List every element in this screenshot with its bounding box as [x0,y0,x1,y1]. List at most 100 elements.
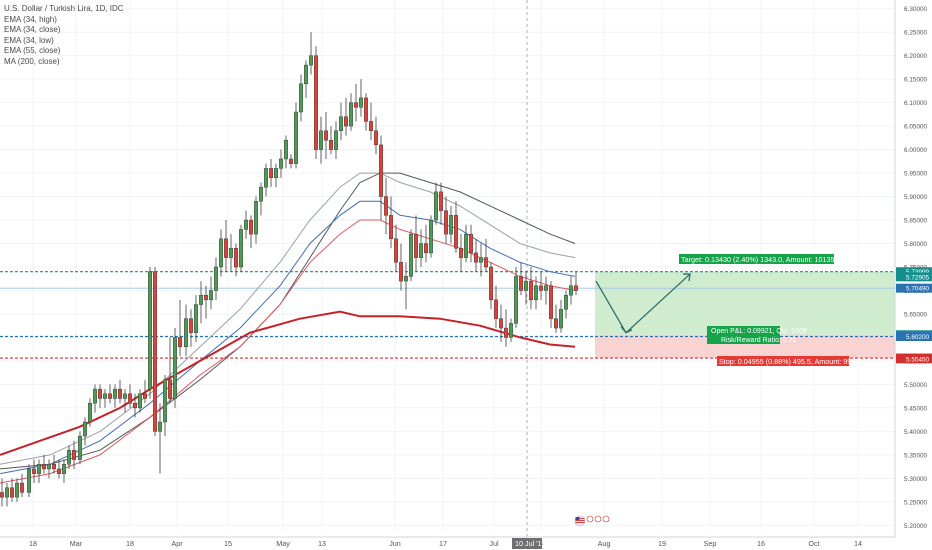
indicator-ema34-low[interactable]: EMA (34, low) [4,35,54,45]
candle-body-down [117,388,122,399]
candle [374,116,379,155]
price-label-bg [896,354,932,364]
candle [107,384,112,404]
ema34-high-line [0,172,576,465]
candle-body-up [309,55,314,66]
price-tick-label: 6.10000 [904,100,928,107]
price-tick-label: 5.80000 [904,241,928,248]
time-tick-label: 14 [854,539,862,548]
candle [354,83,359,122]
candle-body-up [162,379,167,423]
candle [172,328,177,408]
candle-body-down [549,285,554,319]
candle-body-down [233,248,238,268]
candle [404,262,409,310]
candle-body-down [484,257,489,268]
candle-body-down [494,299,499,319]
ema34-low-line [0,219,576,484]
candle [569,276,574,305]
candle [489,262,494,310]
candle [474,238,479,272]
candle-body-up [27,468,32,493]
candle-body-down [329,139,334,150]
candle-body-up [87,402,92,423]
candle [228,234,233,272]
candle [177,299,182,357]
indicator-ema34-close[interactable]: EMA (34, close) [4,25,61,34]
price-label: 5.55450 [906,356,930,363]
indicator-ema34-high[interactable]: EMA (34, high) [4,14,57,24]
candle [494,285,499,329]
candle [253,196,258,244]
candle-body-up [37,464,42,474]
candle [132,393,137,418]
candle [57,459,62,479]
price-tick-label: 5.65000 [904,311,928,318]
candle [294,102,299,169]
candle-body-up [514,276,519,324]
arrow-head-down [620,326,633,334]
candle [42,454,47,474]
candle-body-up [47,464,52,470]
candle-body-down [152,271,157,432]
candle-body-up [479,257,484,263]
candle-body-up [419,243,424,258]
candle-body-down [529,280,534,301]
time-tick-label: Oct [808,539,819,548]
candle [188,309,193,347]
candle [509,318,514,343]
candle [424,224,429,263]
candle-body-up [198,294,203,305]
candle-body-down [499,318,504,329]
candle [459,234,464,272]
candle [259,182,264,216]
stop-label-bg [717,356,849,366]
time-tick-label: Aug [598,539,611,548]
candle [329,126,334,155]
candle [97,384,102,408]
candle-body-up [253,201,258,235]
time-tick-label: Jun [389,539,401,548]
time-tick-label: 18 [126,539,134,548]
candle [142,379,147,404]
candle-body-down [399,262,404,282]
open-pl-label: Open P&L: 0.09921, Qty: 1009 [711,328,807,335]
candle [419,229,424,267]
risk-reward-label: Risk/Reward Ratio: 2.71 [721,337,797,344]
candle-body-down [389,215,394,240]
time-tick-label: Mar [70,539,83,548]
candle-body-up [228,248,233,258]
candle [71,440,76,469]
price-label-bg [896,283,932,293]
candle-body-down [459,248,464,258]
candle-body-down [384,196,389,216]
candle-body-down [203,294,208,301]
candle [47,459,52,479]
position-zones [595,271,932,359]
arrow-head-up [683,273,691,282]
candle [52,454,57,474]
stop-zone [595,334,932,359]
candle [449,205,454,244]
candle [92,384,97,413]
indicator-ema55-close[interactable]: EMA (55, close) [4,46,61,55]
indicator-ma200-close[interactable]: MA (200, close) [4,56,60,66]
candle [439,182,444,225]
candle [162,375,167,437]
candle [484,238,489,272]
candle [14,478,19,502]
candle-body-up [284,139,289,160]
candle-body-up [559,309,564,329]
candle-body-down [57,468,62,474]
candle [87,398,92,427]
candle-body-down [469,233,474,254]
candle-body-down [444,210,449,235]
time-tick-label: Jul [489,539,499,548]
candle-body-up [434,191,439,221]
candle-body-up [339,116,344,132]
price-tick-label: 5.85000 [904,218,928,225]
price-tick-label: 5.25000 [904,499,928,506]
candle [32,459,37,484]
candle-body-up [66,449,71,465]
